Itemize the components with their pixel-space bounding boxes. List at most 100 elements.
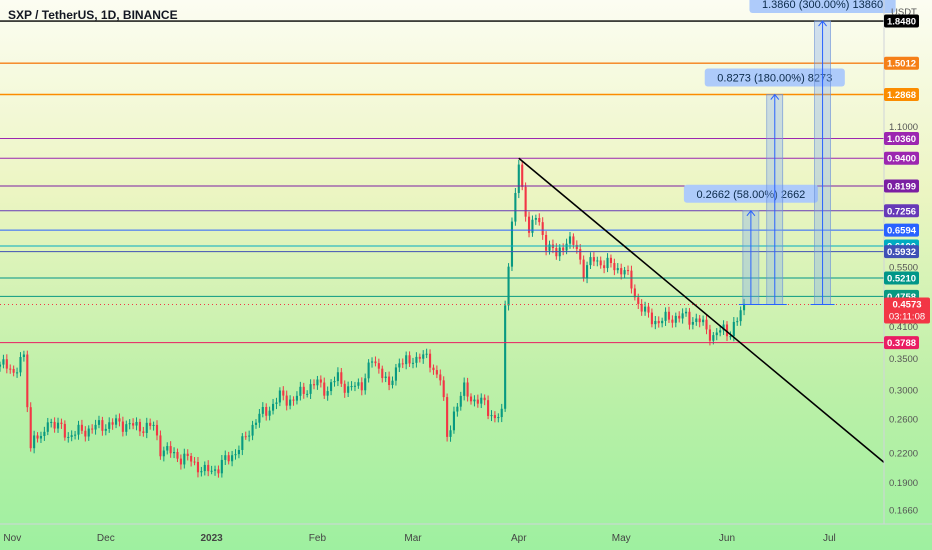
candle-body [650, 312, 653, 325]
level-tag-1.8480: 1.8480 [887, 17, 916, 28]
candle-body [227, 455, 230, 462]
target-label-1: 0.2662 (58.00%) 2662 [696, 189, 805, 201]
candle-body [97, 420, 101, 425]
candle-body [527, 216, 531, 233]
candle-body [70, 435, 73, 437]
candle-body [142, 431, 145, 433]
price-axis[interactable]: 1.1000 0.5500 0.4100 0.3500 0.3000 0.2600 0.22… [889, 122, 918, 517]
candle-body [326, 391, 329, 396]
x-tick-label: Jun [719, 533, 735, 544]
candle-body [152, 424, 155, 426]
target-label-3: 1.3860 (300.00%) 13860 [762, 0, 883, 11]
time-axis[interactable]: Nov Dec 2023 Feb Mar Apr May Jun Jul [3, 533, 835, 544]
candle-body [384, 376, 387, 379]
candle-body [43, 431, 46, 436]
candle-body [330, 382, 333, 392]
candle-body [26, 354, 29, 408]
candle-body [545, 234, 548, 251]
candle-body [46, 422, 49, 432]
level-tag-0.5210: 0.5210 [887, 273, 916, 284]
candle-body [456, 406, 459, 412]
level-tag-box-1.2868 [884, 88, 919, 102]
candle-body [108, 422, 111, 429]
candle-body [50, 421, 53, 423]
target-label-box-3 [749, 0, 896, 14]
level-tag-box-1.5012 [884, 56, 919, 70]
candle-body [582, 259, 585, 279]
candle-body [425, 353, 428, 355]
candle-body [575, 244, 578, 250]
candle-body [0, 364, 2, 367]
candle-body [203, 464, 206, 472]
candle-body [33, 435, 36, 449]
candle-body [364, 378, 367, 391]
targets-layer: 0.2662 (58.00%) 2662 0.8273 (180.00%) 827… [683, 0, 896, 305]
candle-body [548, 244, 551, 251]
level-tag-box-0.6594 [884, 223, 919, 237]
candle-body [101, 420, 104, 431]
candle-body [53, 421, 56, 429]
candle-body [401, 363, 404, 365]
target-label-box-2 [704, 68, 845, 87]
candle-body [306, 393, 309, 395]
candle-body [514, 192, 517, 222]
candle-body [633, 288, 636, 298]
x-tick-label: May [612, 533, 631, 544]
y-tick-label: 0.3500 [889, 354, 918, 365]
level-tag-1.2868: 1.2868 [887, 90, 916, 101]
y-tick-label: 0.1660 [889, 506, 918, 517]
candle-body [497, 417, 500, 419]
level-tag-box-0.7256 [884, 204, 919, 218]
candle-body [5, 359, 8, 369]
candle-body [517, 164, 520, 193]
candle-body [251, 424, 254, 436]
descending-trendline[interactable] [518, 157, 885, 463]
candle-body [725, 324, 729, 337]
candle-body [135, 421, 138, 426]
candle-body [74, 434, 77, 436]
symbol-title[interactable]: SXP / TetherUS, 1D, BINANCE [8, 8, 178, 22]
candle-body [585, 265, 589, 279]
level-tag-1.5012: 1.5012 [887, 59, 916, 70]
y-tick-label: 0.1900 [889, 478, 918, 489]
candle-body [743, 303, 746, 311]
candle-body [377, 363, 380, 369]
candle-body [343, 383, 346, 393]
y-tick-label: 0.3000 [889, 385, 918, 396]
candle-body [736, 321, 739, 323]
candle-body [732, 321, 735, 337]
level-tag-box-0.5210 [884, 271, 919, 285]
candle-body [350, 386, 353, 388]
candle-body [661, 320, 664, 324]
candle-body [316, 379, 319, 386]
candle-body [415, 356, 418, 363]
candle-body [22, 354, 25, 358]
candle-body [77, 424, 80, 435]
candle-body [278, 390, 281, 403]
candle-body [411, 362, 415, 364]
candle-body [347, 386, 350, 393]
candle-body [138, 421, 141, 432]
target-label-box-1 [683, 184, 818, 203]
candle-body [213, 469, 217, 471]
candle-body [244, 436, 247, 438]
candle-body [104, 428, 107, 431]
candle-body [579, 249, 582, 260]
candle-body [381, 368, 384, 379]
candle-body [599, 260, 602, 266]
level-tag-box-0.8199 [884, 179, 919, 193]
candle-body [295, 395, 299, 401]
x-tick-label: Feb [309, 533, 327, 544]
candle-body [149, 422, 152, 426]
candle-body [94, 424, 97, 430]
candle-body [688, 311, 691, 325]
candle-body [562, 247, 565, 251]
candle-body [271, 403, 275, 411]
candle-body [370, 361, 374, 363]
candle-body [459, 395, 462, 407]
candle-body [265, 406, 268, 416]
candle-body [493, 415, 496, 419]
candle-body [353, 385, 357, 387]
candle-body [231, 455, 234, 462]
